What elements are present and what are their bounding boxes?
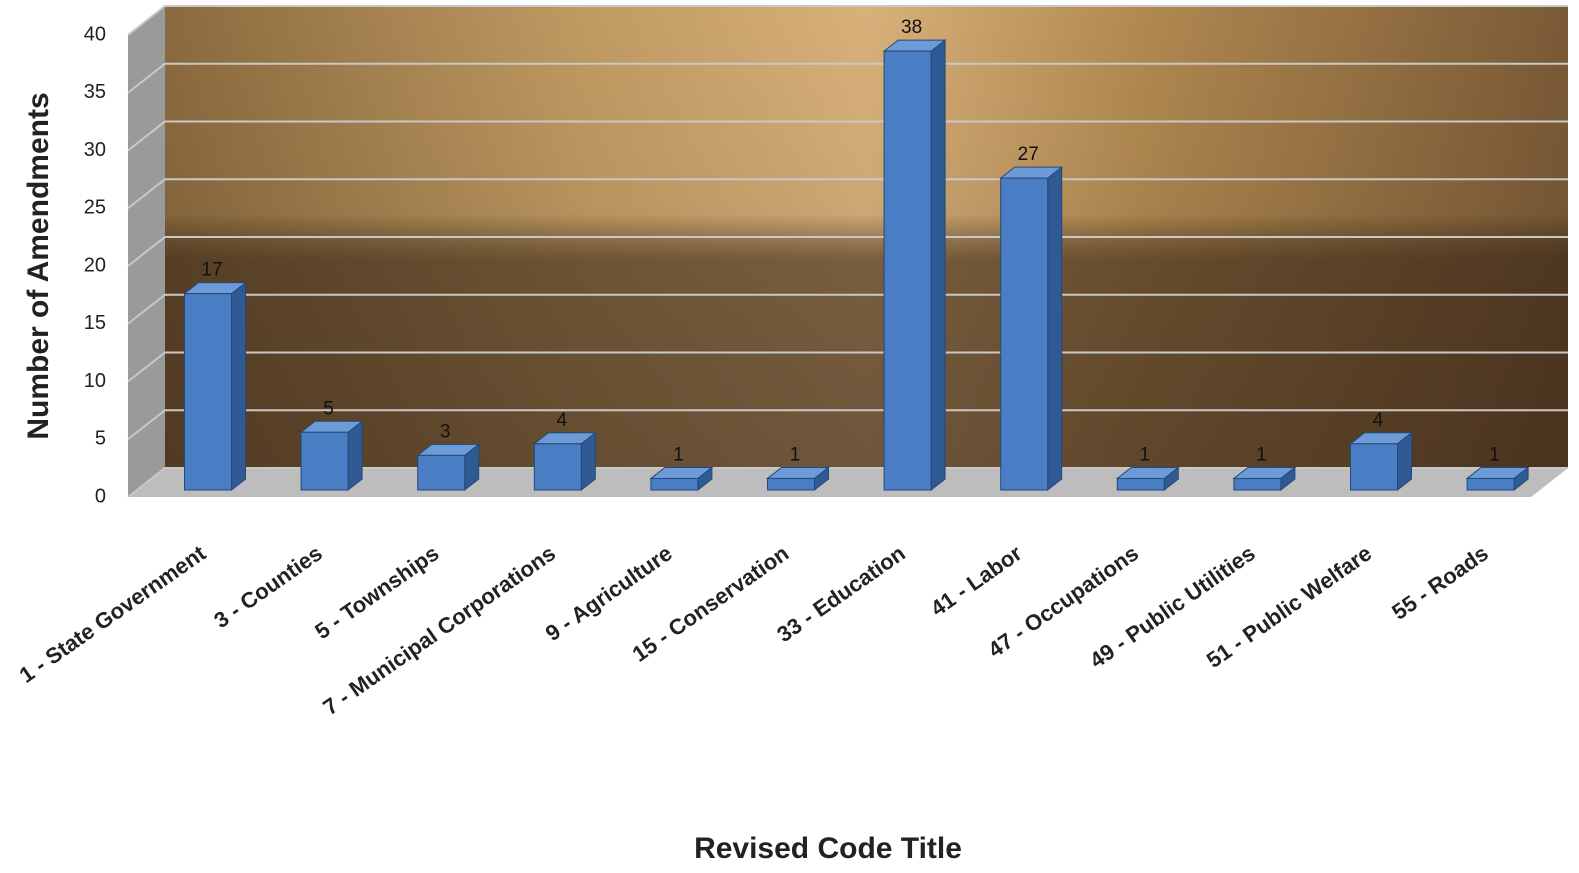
bar-front — [1467, 478, 1514, 490]
bar-front — [534, 444, 581, 490]
bar — [301, 421, 362, 490]
y-tick-label: 40 — [84, 23, 106, 45]
bar-front — [651, 478, 698, 490]
y-tick-label: 0 — [95, 485, 106, 507]
x-tick-label: 33 - Education — [772, 540, 910, 647]
bar — [185, 283, 246, 490]
value-label: 1 — [1256, 444, 1267, 465]
bar — [534, 433, 595, 490]
y-tick-label: 10 — [84, 370, 106, 392]
bar-side — [931, 40, 945, 490]
bar — [768, 467, 829, 490]
value-label: 4 — [1373, 410, 1384, 431]
value-label: 38 — [901, 17, 922, 38]
bar-front — [1351, 444, 1398, 490]
y-tick-label: 30 — [84, 139, 106, 161]
bar-front — [884, 51, 931, 490]
bar — [1467, 467, 1528, 490]
bar — [651, 467, 712, 490]
bar — [1001, 167, 1062, 490]
value-label: 1 — [1140, 444, 1151, 465]
value-label: 27 — [1018, 144, 1039, 165]
y-tick-label: 25 — [84, 197, 106, 219]
bar-side — [232, 283, 246, 490]
bar-front — [1001, 178, 1048, 490]
x-tick-label: 41 - Labor — [926, 540, 1027, 621]
bar — [884, 40, 945, 490]
x-axis-title: Revised Code Title — [694, 832, 962, 865]
bar — [1234, 467, 1295, 490]
bar-side — [1048, 167, 1062, 490]
bar-front — [1234, 478, 1281, 490]
value-label: 3 — [440, 421, 451, 442]
bar-front — [418, 455, 465, 490]
y-tick-label: 35 — [84, 81, 106, 103]
x-tick-label: 7 - Municipal Corporations — [318, 540, 560, 720]
x-tick-label: 3 - Counties — [209, 540, 326, 633]
value-label: 1 — [673, 444, 684, 465]
bar-front — [185, 294, 232, 490]
bar-side — [348, 421, 362, 490]
y-tick-label: 20 — [84, 254, 106, 276]
bar-front — [301, 432, 348, 490]
value-label: 17 — [201, 260, 222, 281]
y-axis-title: Number of Amendments — [22, 92, 55, 439]
value-label: 4 — [557, 410, 568, 431]
value-label: 5 — [323, 398, 334, 419]
value-label: 1 — [790, 444, 801, 465]
bar-front — [1117, 478, 1164, 490]
bar — [1351, 433, 1412, 490]
value-label: 1 — [1489, 444, 1500, 465]
x-tick-label: 55 - Roads — [1387, 540, 1492, 624]
y-tick-label: 15 — [84, 312, 106, 334]
x-tick-label: 1 - State Government — [15, 540, 211, 688]
y-tick-label: 5 — [95, 428, 106, 450]
bar — [1117, 467, 1178, 490]
bar — [418, 444, 479, 490]
chart: 17 5 3 4 1 1 38 27 1 1 4 1 Number of Amendments Rev… — [0, 0, 1579, 873]
bar-front — [768, 478, 815, 490]
